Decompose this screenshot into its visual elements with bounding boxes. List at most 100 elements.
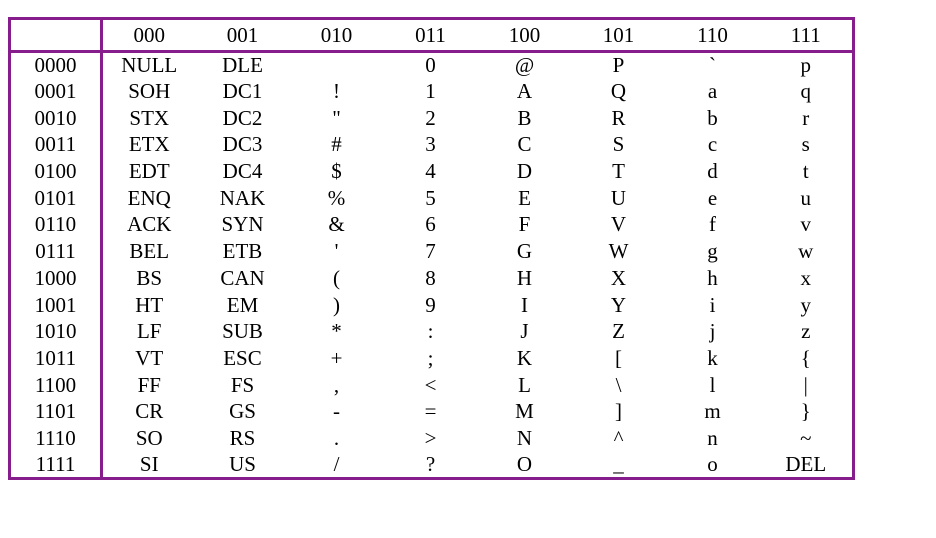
cell: SOH (128, 79, 171, 104)
cell: z (801, 319, 811, 344)
col-header-000: 000 (101, 18, 196, 53)
cell: " (332, 105, 341, 130)
cell: DEL (785, 451, 827, 476)
cell: > (424, 425, 437, 450)
cell: R (611, 105, 626, 130)
cell: b (707, 105, 718, 130)
cell: 8 (425, 265, 436, 290)
cell: e (707, 185, 718, 210)
cell: & (328, 212, 345, 237)
cell: % (327, 185, 346, 210)
cell: FF (137, 372, 161, 397)
row-header-1111: 1111 (9, 451, 103, 479)
cell: x (800, 265, 812, 290)
cell: SUB (222, 319, 263, 344)
cell: U (610, 185, 627, 210)
cell: # (331, 132, 342, 157)
cell: S (612, 132, 625, 157)
cell: A (516, 79, 533, 104)
cell: VT (135, 345, 164, 370)
cell: { (800, 345, 811, 370)
row-header-1101: 1101 (9, 398, 103, 426)
cell: RS (229, 425, 256, 450)
cell: SYN (221, 212, 264, 237)
cell: o (707, 451, 718, 476)
cell: ACK (127, 212, 172, 237)
cell: q (800, 79, 812, 104)
cell: B (517, 105, 532, 130)
cell: m (704, 399, 721, 424)
cell: T (612, 159, 625, 184)
cell: 3 (425, 132, 436, 157)
cell: LF (136, 319, 162, 344)
cell: EM (226, 292, 259, 317)
table-row: 1100 FF FS, < L \ l | (9, 371, 854, 399)
col-header-110: 110 (665, 18, 760, 53)
cell: ` (709, 53, 716, 78)
cell: I (521, 292, 528, 317)
cell: - (333, 399, 340, 424)
cell: C (517, 132, 532, 157)
col-header-010: 010 (289, 18, 384, 53)
table-row: 1110 SO RS. > N ^ n ~ (9, 425, 854, 452)
cell: FS (230, 372, 255, 397)
cell: p (800, 53, 812, 78)
cell: 1 (425, 79, 436, 104)
cell: / (333, 451, 340, 476)
cell: SI (139, 451, 159, 476)
col-header-111: 111 (759, 18, 854, 53)
cell: < (424, 372, 437, 397)
cell: ETX (128, 132, 170, 157)
cell: ; (427, 345, 434, 370)
cell: $ (331, 159, 342, 184)
ascii-table: 000 001 010 011 100 101 110 111 0000 NULL DLE 0 @ P `… (8, 17, 855, 480)
cell: ? (425, 451, 436, 476)
cell: u (800, 185, 812, 210)
cell: N (516, 425, 533, 450)
cell: NAK (219, 185, 266, 210)
cell: y (800, 292, 812, 317)
cell: G (516, 239, 533, 264)
cell: . (333, 425, 340, 450)
cell: i (709, 292, 716, 317)
cell: 6 (425, 212, 436, 237)
row-header-0110: 0110 (9, 211, 103, 239)
cell: M (515, 399, 534, 424)
cell: NULL (121, 53, 178, 78)
cell: O (516, 451, 533, 476)
cell: f (709, 212, 716, 237)
cell: ~ (800, 425, 812, 450)
cell: L (518, 372, 531, 397)
cell: ESC (223, 345, 262, 370)
header-row: 000 001 010 011 100 101 110 111 (9, 18, 854, 53)
table-header: 000 001 010 011 100 101 110 111 (9, 18, 854, 53)
cell: s (801, 132, 810, 157)
cell: EDT (128, 159, 170, 184)
cell: = (424, 399, 437, 424)
cell: V (610, 212, 627, 237)
cell: ! (333, 79, 340, 104)
cell: CR (135, 399, 164, 424)
cell: GS (229, 399, 256, 424)
row-header-1010: 1010 (9, 318, 103, 346)
cell: P (612, 53, 625, 78)
cell: BS (136, 265, 163, 290)
cell: E (518, 185, 531, 210)
cell (290, 52, 384, 79)
cell: \ (615, 372, 622, 397)
col-header-100: 100 (477, 18, 572, 53)
cell: Y (610, 292, 627, 317)
row-header-1100: 1100 (9, 371, 103, 399)
cell: a (707, 79, 718, 104)
cell: ^ (613, 425, 624, 450)
cell: DLE (222, 53, 263, 78)
cell: US (229, 451, 256, 476)
cell: 5 (425, 185, 436, 210)
cell: @ (514, 53, 535, 78)
cell: } (800, 399, 811, 424)
